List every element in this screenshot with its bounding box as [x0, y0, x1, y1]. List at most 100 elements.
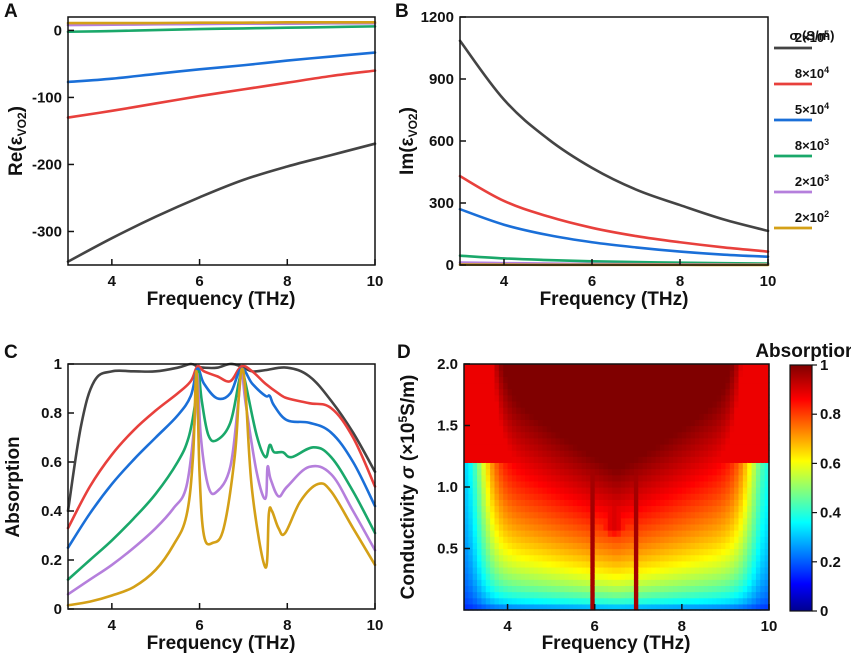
heatmap-cell — [525, 437, 530, 445]
heatmap-cell — [764, 573, 770, 580]
heatmap-cell — [738, 394, 744, 402]
heatmap-cell — [507, 548, 513, 556]
heatmap-cell — [725, 493, 731, 500]
panel-b-label: B — [395, 1, 409, 22]
heatmap-cell — [764, 388, 770, 396]
heatmap-cell — [568, 443, 574, 451]
heatmap-cell — [572, 511, 578, 519]
colorbar-tick-label: 0.2 — [820, 554, 841, 571]
heatmap-cell — [564, 505, 570, 513]
heatmap-cell — [472, 597, 478, 605]
heatmap-cell — [551, 548, 557, 556]
heatmap-cell — [498, 603, 504, 611]
legend-entry: 8×104 — [795, 65, 829, 81]
heatmap-cell — [725, 499, 731, 507]
heatmap-cell — [681, 523, 687, 531]
heatmap-cell — [525, 400, 530, 408]
heatmap-cell — [581, 517, 587, 525]
panel-d: D 0.51.01.52.0 4 6 8 10 Frequency (THz) Con… — [396, 341, 851, 654]
heatmap-cell — [673, 560, 679, 568]
heatmap-cell — [677, 450, 683, 457]
heatmap-cell — [525, 591, 530, 599]
heatmap-cell — [699, 548, 705, 556]
heatmap-cell — [764, 597, 770, 605]
heatmap-cell — [577, 554, 583, 562]
heatmap-cell — [581, 597, 587, 605]
heatmap-cell — [668, 548, 674, 556]
panel-b-xlabel: Frequency (THz) — [540, 289, 689, 310]
heatmap-cell — [760, 573, 766, 580]
heatmap-cell — [742, 462, 748, 470]
heatmap-cell — [485, 487, 491, 494]
heatmap-cell — [638, 364, 644, 371]
heatmap-cell — [633, 450, 639, 457]
heatmap-cell — [533, 400, 539, 408]
heatmap-cell — [572, 468, 578, 476]
heatmap-cell — [525, 548, 530, 556]
heatmap-cell — [638, 505, 644, 513]
heatmap-cell — [764, 364, 770, 371]
heatmap-cell — [699, 474, 705, 482]
heatmap-cell — [577, 468, 583, 476]
heatmap-cell — [642, 394, 648, 402]
heatmap-cell — [690, 413, 696, 420]
heatmap-cell — [651, 419, 657, 427]
heatmap-cell — [664, 517, 670, 525]
heatmap-cell — [760, 542, 766, 550]
panel-d-ylabel-sigma: σ — [398, 465, 419, 479]
heatmap-cell — [468, 480, 474, 488]
heatmap-cell — [599, 597, 605, 605]
heatmap-cell — [620, 517, 626, 525]
heatmap-cell — [477, 407, 483, 414]
heatmap-cell — [581, 407, 587, 414]
heatmap-cell — [747, 364, 753, 371]
heatmap-cell — [485, 407, 491, 414]
heatmap-cell — [734, 597, 740, 605]
heatmap-cell — [764, 456, 770, 463]
heatmap-cell — [533, 382, 539, 390]
heatmap-cell — [607, 407, 613, 414]
heatmap-cell — [620, 431, 626, 439]
heatmap-cell — [564, 560, 570, 568]
heatmap-cell — [673, 499, 679, 507]
heatmap-cell — [638, 376, 644, 384]
heatmap-cell — [616, 505, 622, 513]
heatmap-cell — [577, 462, 583, 470]
heatmap-cell — [755, 542, 761, 550]
heatmap-cell — [481, 419, 487, 427]
heatmap-cell — [490, 597, 496, 605]
heatmap-cell — [498, 474, 504, 482]
heatmap-cell — [633, 566, 639, 574]
panel-a-ylabel-main: Re(ε — [6, 136, 27, 176]
heatmap-cell — [599, 388, 605, 396]
heatmap-cell — [520, 505, 526, 513]
heatmap-cell — [481, 505, 487, 513]
heatmap-cell — [633, 591, 639, 599]
heatmap-cell — [660, 450, 666, 457]
heatmap-cell — [538, 468, 544, 476]
heatmap-cell — [681, 585, 687, 593]
heatmap-cell — [629, 505, 635, 513]
heatmap-cell — [664, 560, 670, 568]
heatmap-cell — [590, 413, 596, 420]
heatmap-cell — [734, 462, 740, 470]
heatmap-cell — [477, 487, 483, 494]
heatmap-cell — [729, 511, 735, 519]
heatmap-cell — [507, 370, 513, 377]
heatmap-cell — [616, 499, 622, 507]
heatmap-cell — [729, 542, 735, 550]
heatmap-cell — [481, 566, 487, 574]
heatmap-cell — [612, 591, 618, 599]
heatmap-cell — [738, 554, 744, 562]
heatmap-cell — [686, 437, 692, 445]
heatmap-cell — [686, 566, 692, 574]
heatmap-cell — [721, 456, 727, 463]
heatmap-cell — [620, 364, 626, 371]
heatmap-cell — [734, 437, 740, 445]
heatmap-cell — [511, 462, 517, 470]
heatmap-cell — [638, 437, 644, 445]
heatmap-cell — [751, 382, 757, 390]
heatmap-cell — [664, 493, 670, 500]
heatmap-cell — [699, 419, 705, 427]
heatmap-cell — [590, 450, 596, 457]
